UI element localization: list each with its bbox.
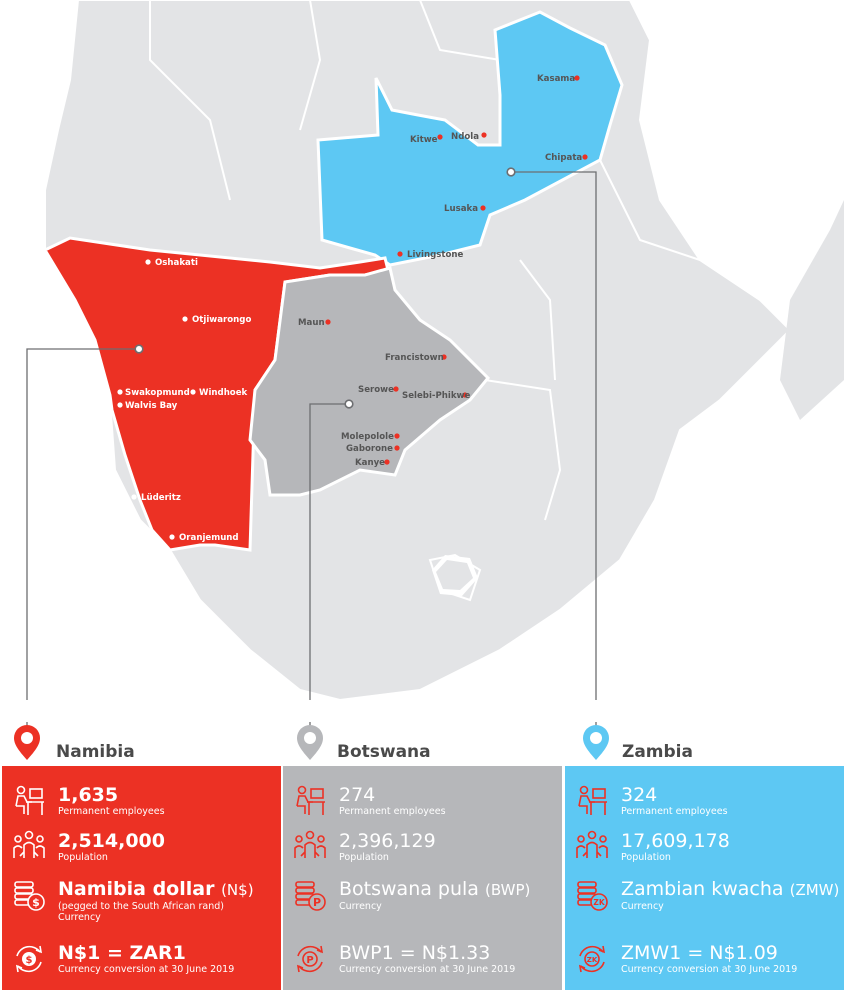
currency-code: (BWP): [485, 881, 531, 899]
currency-name: Botswana pula: [339, 878, 479, 900]
conversion-value: N$1 = ZAR1: [58, 942, 186, 964]
country-name-zambia: Zambia: [622, 742, 693, 762]
city-label: Maun: [298, 318, 325, 328]
employees-label: Permanent employees: [58, 806, 165, 817]
desk-worker-icon: [575, 784, 609, 818]
map: Oshakati Otjiwarongo Swakopmund Windhoek…: [26, 0, 844, 700]
svg-text:$: $: [32, 896, 40, 909]
people-group-icon: [12, 830, 46, 864]
namibia-cities: Oshakati Otjiwarongo Swakopmund Windhoek…: [117, 258, 251, 543]
city-label: Francistown: [385, 353, 444, 363]
dollar-coin-icon: $: [12, 878, 46, 912]
currency-label: Currency: [339, 901, 382, 912]
zambia-cities: Kasama Kitwe Ndola Chipata Lusaka Living…: [397, 74, 588, 260]
zambia-panel: 324 Permanent employees 17,609,178 Popul…: [565, 766, 844, 990]
city-label: Lusaka: [444, 204, 478, 214]
currency-label: Currency: [58, 912, 101, 923]
currency-exchange-icon: ZK: [575, 942, 609, 976]
people-group-icon: [293, 830, 327, 864]
employees-value: 274: [339, 784, 376, 806]
location-pin-icon: [583, 722, 609, 760]
city-label: Molepolole: [341, 432, 394, 442]
employees-label: Permanent employees: [621, 806, 728, 817]
population-value: 17,609,178: [621, 830, 730, 852]
employees-label: Permanent employees: [339, 806, 446, 817]
city-label: Kasama: [537, 74, 575, 84]
conversion-value: ZMW1 = N$1.09: [621, 942, 778, 964]
population-value: 2,514,000: [58, 830, 165, 852]
currency-name: Namibia dollar: [58, 878, 215, 900]
leader-lines: [26, 171, 597, 700]
city-label: Oshakati: [155, 258, 198, 268]
city-label: Kitwe: [410, 135, 438, 145]
namibia-panel: 1,635 Permanent employees 2,514,000 Popu…: [2, 766, 281, 990]
svg-text:P: P: [313, 896, 321, 909]
svg-text:ZK: ZK: [587, 956, 598, 964]
currency-name: Zambian kwacha: [621, 878, 784, 900]
desk-worker-icon: [12, 784, 46, 818]
country-name-namibia: Namibia: [56, 742, 135, 762]
employees-value: 324: [621, 784, 658, 806]
madagascar: [780, 200, 844, 420]
zambia-shape: [316, 10, 624, 267]
city-label: Lüderitz: [141, 493, 181, 503]
conversion-label: Currency conversion at 30 June 2019: [339, 964, 516, 975]
currency-code: (ZMW): [789, 881, 840, 899]
country-name-botswana: Botswana: [337, 742, 431, 762]
city-label: Gaborone: [346, 444, 393, 454]
currency-exchange-icon: P: [293, 942, 327, 976]
conversion-label: Currency conversion at 30 June 2019: [621, 964, 798, 975]
people-group-icon: [575, 830, 609, 864]
city-label: Otjiwarongo: [192, 315, 251, 325]
kwacha-coin-icon: ZK: [575, 878, 609, 912]
employees-value: 1,635: [58, 784, 119, 806]
botswana-panel: 274 Permanent employees 2,396,129 Popula…: [283, 766, 562, 990]
svg-text:P: P: [306, 955, 313, 966]
city-label: Oranjemund: [179, 533, 239, 543]
conversion-label: Currency conversion at 30 June 2019: [58, 964, 235, 975]
population-value: 2,396,129: [339, 830, 436, 852]
city-label: Livingstone: [407, 250, 463, 260]
svg-text:$: $: [26, 955, 33, 966]
currency-code: (N$): [221, 881, 254, 899]
currency-exchange-icon: $: [12, 942, 46, 976]
city-label: Swakopmund: [125, 388, 190, 398]
conversion-value: BWP1 = N$1.33: [339, 942, 491, 964]
city-label: Walvis Bay: [125, 401, 178, 411]
svg-text:ZK: ZK: [593, 898, 605, 907]
city-label: Ndola: [451, 132, 479, 142]
pula-coin-icon: P: [293, 878, 327, 912]
desk-worker-icon: [293, 784, 327, 818]
population-label: Population: [58, 852, 108, 863]
currency-note: (pegged to the South African rand): [58, 901, 224, 912]
location-pin-icon: [297, 722, 323, 760]
botswana-cities: Maun Francistown Serowe Selebi-Phikwe Mo…: [298, 318, 470, 468]
city-label: Serowe: [358, 385, 394, 395]
population-label: Population: [621, 852, 671, 863]
city-label: Kanye: [355, 458, 385, 468]
city-label: Chipata: [545, 153, 582, 163]
city-label: Windhoek: [199, 388, 248, 398]
population-label: Population: [339, 852, 389, 863]
location-pin-icon: [14, 722, 40, 760]
currency-label: Currency: [621, 901, 664, 912]
city-label: Selebi-Phikwe: [402, 391, 470, 401]
